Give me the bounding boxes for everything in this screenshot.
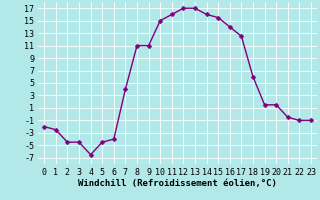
X-axis label: Windchill (Refroidissement éolien,°C): Windchill (Refroidissement éolien,°C): [78, 179, 277, 188]
